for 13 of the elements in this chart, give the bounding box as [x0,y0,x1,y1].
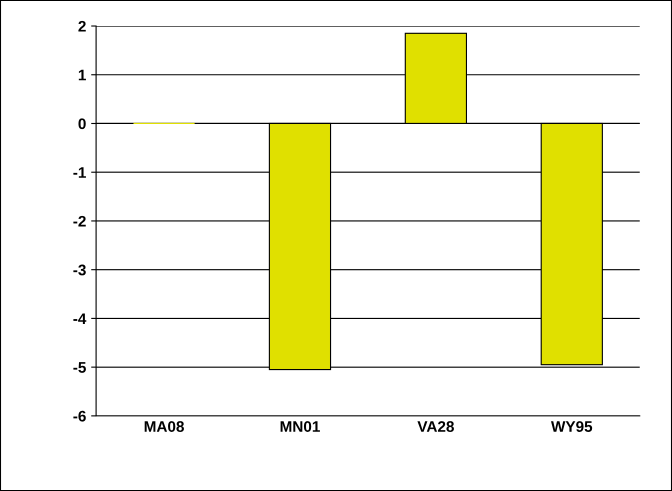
y-tick-label: 0 [78,118,86,130]
y-tick-label: -3 [73,264,86,276]
y-tick-label: -6 [73,410,86,422]
y-tick-label: -5 [73,362,86,373]
y-tick-label: -2 [73,216,86,226]
x-tick-label: VA28 [417,421,454,432]
x-tick-label: MN01 [280,421,320,432]
x-tick-label: MA08 [144,421,184,432]
y-tick-label: -4 [73,313,86,324]
x-tick-label: WY95 [551,421,592,432]
y-tick-label: 2 [78,20,86,32]
y-tick-label: -1 [73,167,86,178]
y-tick-label: 1 [78,70,86,80]
